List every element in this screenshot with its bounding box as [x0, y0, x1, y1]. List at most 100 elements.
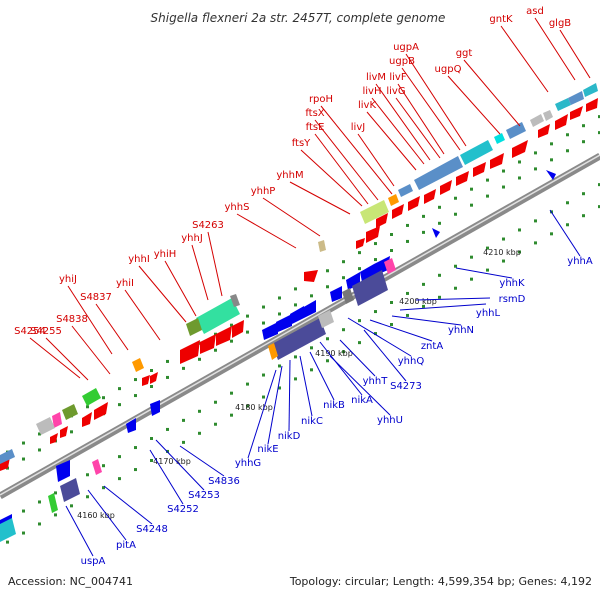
gene-label-gntK[interactable]: gntK: [489, 14, 513, 25]
gene-label-S4838[interactable]: S4838: [56, 314, 88, 325]
gene-label-S4253[interactable]: S4253: [188, 490, 220, 501]
gene-arrow-yhhG: [150, 400, 160, 416]
leader-line-yhhP: [262, 197, 321, 237]
gene-label-uspA[interactable]: uspA: [81, 556, 106, 567]
leader-line-livJ: [357, 133, 395, 187]
tick-dot: [358, 319, 361, 323]
gene-label-rsmD[interactable]: rsmD: [499, 294, 526, 305]
gene-label-zntA[interactable]: zntA: [421, 341, 444, 352]
gene-label-yhhM[interactable]: yhhM: [276, 170, 303, 181]
gene-label-yhhT[interactable]: yhhT: [363, 376, 389, 387]
gene-label-ftsY[interactable]: ftsY: [292, 138, 311, 149]
gene-arrow-livK: [376, 213, 388, 228]
gene-label-S4837[interactable]: S4837: [80, 292, 112, 303]
gene-label-yhhG[interactable]: yhhG: [235, 458, 261, 469]
gene-label-ggt[interactable]: ggt: [456, 48, 473, 59]
gene-label-pitA[interactable]: pitA: [116, 540, 136, 551]
tick-dot: [582, 214, 585, 218]
gene-label-nikC[interactable]: nikC: [301, 416, 323, 427]
tick-dot: [230, 391, 233, 395]
leader-line-rsmD: [415, 297, 491, 301]
feature-yhhT: [268, 343, 278, 360]
tick-dot: [278, 296, 281, 300]
gene-label-nikA[interactable]: nikA: [351, 395, 373, 406]
tick-dot: [38, 448, 41, 452]
tick-dot: [246, 314, 249, 318]
leader-line-yhhL: [399, 303, 487, 311]
tick-dot: [278, 386, 281, 390]
gene-arrow-yhhK: [432, 228, 440, 238]
gene-label-S4252[interactable]: S4252: [167, 504, 199, 515]
tick-dot: [198, 357, 201, 361]
gene-label-ftsE[interactable]: ftsE: [306, 122, 325, 133]
gene-label-yhhL[interactable]: yhhL: [476, 308, 501, 319]
leader-line-ggt: [463, 59, 521, 127]
gene-label-S4836[interactable]: S4836: [208, 476, 240, 487]
tick-dot: [118, 455, 121, 459]
tick-dot: [438, 205, 441, 209]
gene-label-ugpB[interactable]: ugpB: [389, 56, 415, 67]
tick-label-4190: 4190 kbp: [315, 349, 353, 358]
feature-S4248: [60, 478, 80, 502]
gene-label-livF[interactable]: livF: [389, 72, 406, 83]
gene-label-glgB[interactable]: glgB: [549, 18, 571, 29]
gene-arrow-S4836: [126, 418, 136, 433]
gene-label-yhiH[interactable]: yhiH: [154, 249, 177, 260]
gene-label-yhhS[interactable]: yhhS: [225, 202, 250, 213]
gene-arrow-livM: [408, 196, 420, 211]
leader-line-yhhQ: [347, 317, 412, 357]
gene-label-yhhU[interactable]: yhhU: [377, 415, 403, 426]
gene-label-S4248[interactable]: S4248: [136, 524, 168, 535]
gene-arrow-glgB: [538, 124, 550, 138]
tick-dot: [406, 223, 409, 227]
feature-zntA: [342, 288, 354, 304]
gene-label-asd[interactable]: asd: [526, 6, 544, 17]
gene-label-yhhA[interactable]: yhhA: [567, 256, 593, 267]
gene-label-S4263[interactable]: S4263: [192, 220, 224, 231]
gene-label-ugpQ[interactable]: ugpQ: [435, 64, 462, 75]
tick-dot: [550, 232, 553, 236]
gene-label-livG[interactable]: livG: [386, 86, 405, 97]
gene-label-livK[interactable]: livK: [358, 100, 376, 111]
gene-label-S4273[interactable]: S4273: [390, 381, 422, 392]
tick-dot: [438, 295, 441, 299]
gene-label-yhhN[interactable]: yhhN: [448, 325, 474, 336]
tick-dot: [470, 277, 473, 281]
gene-label-yhhK[interactable]: yhhK: [499, 278, 525, 289]
tick-dot: [486, 178, 489, 182]
gene-label-yhhJ[interactable]: yhhJ: [181, 233, 203, 244]
gene-label-rpoH[interactable]: rpoH: [309, 94, 333, 105]
gene-label-nikE[interactable]: nikE: [257, 444, 278, 455]
tick-dot: [214, 400, 217, 404]
feature-glgB: [555, 98, 571, 111]
tick-dot: [390, 323, 393, 326]
tick-dot: [134, 394, 137, 398]
gene-label-yhiI[interactable]: yhiI: [116, 278, 134, 289]
feature-livJ: [398, 184, 413, 197]
backbone-ring: [0, 152, 600, 500]
gene-label-livJ[interactable]: livJ: [351, 122, 365, 133]
tick-dot: [598, 205, 600, 209]
gene-label-nikB[interactable]: nikB: [323, 400, 345, 411]
tick-dot: [230, 413, 233, 417]
gene-label-yhiJ[interactable]: yhiJ: [59, 274, 77, 285]
gene-label-yhhQ[interactable]: yhhQ: [398, 356, 425, 367]
gene-label-S4255[interactable]: S4255: [30, 326, 62, 337]
tick-dot: [422, 214, 425, 218]
gene-label-ugpA[interactable]: ugpA: [393, 42, 419, 53]
feature-pink-1: [52, 412, 62, 428]
tick-dot: [534, 219, 537, 223]
gene-arrow-ugpA: [473, 162, 486, 177]
tick-dot: [518, 250, 521, 254]
gene-arrow-ftsX: [356, 238, 365, 249]
tick-dot: [214, 348, 217, 352]
gene-label-nikD[interactable]: nikD: [278, 431, 301, 442]
gene-label-yhhI[interactable]: yhhI: [128, 254, 150, 265]
tick-dot: [374, 332, 377, 336]
gene-label-livH[interactable]: livH: [363, 86, 382, 97]
gene-label-livM[interactable]: livM: [366, 72, 386, 83]
gene-label-yhhP[interactable]: yhhP: [251, 186, 276, 197]
feature-yhiJ: [132, 358, 144, 372]
leader-line-S4255: [45, 337, 89, 381]
gene-label-ftsX[interactable]: ftsX: [305, 108, 324, 119]
